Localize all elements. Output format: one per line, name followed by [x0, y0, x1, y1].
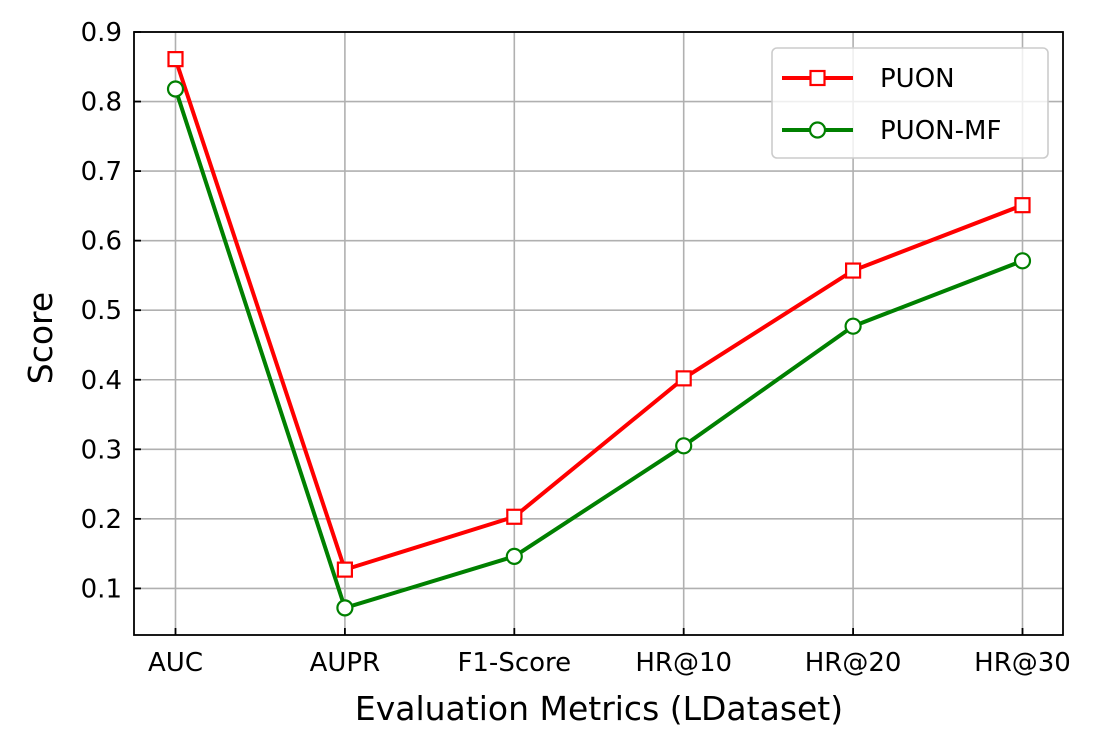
y-tick-label: 0.3	[81, 435, 122, 465]
legend-marker	[809, 69, 826, 87]
legend-entry-puon-mf: PUON-MF	[782, 116, 1001, 146]
data-point	[844, 262, 862, 279]
legend-entry-puon: PUON	[782, 64, 955, 94]
data-point	[675, 437, 693, 455]
y-tick-label: 0.2	[81, 505, 122, 535]
series-layer	[166, 51, 1032, 617]
x-tick-label: F1-Score	[457, 648, 571, 678]
data-point	[167, 51, 184, 68]
data-point	[675, 370, 692, 387]
y-tick-label: 0.8	[81, 88, 122, 118]
series-line	[173, 58, 1024, 572]
x-tick-label: HR@30	[974, 648, 1071, 678]
legend: PUON PUON-MF	[771, 47, 1049, 159]
ticks	[134, 31, 1024, 635]
x-tick-label: HR@10	[635, 648, 732, 678]
legend-label: PUON	[880, 64, 955, 94]
y-axis-title: Score	[21, 292, 60, 384]
data-point	[336, 599, 354, 617]
data-point	[336, 561, 353, 578]
y-tick-label: 0.7	[81, 157, 122, 187]
series-puon	[167, 51, 1031, 578]
y-tick-label: 0.5	[81, 296, 122, 326]
legend-marker	[808, 121, 827, 139]
data-point	[506, 508, 523, 525]
data-point	[505, 547, 523, 566]
y-tick-label: 0.4	[81, 366, 122, 396]
legend-label: PUON-MF	[880, 116, 1001, 146]
x-tick-label: AUPR	[310, 648, 381, 678]
x-tick-label: AUC	[148, 648, 203, 678]
series-line	[173, 88, 1024, 610]
data-point	[1013, 252, 1032, 270]
data-point	[166, 80, 185, 98]
y-tick-label: 0.6	[81, 227, 122, 257]
data-point	[844, 317, 862, 335]
y-tick-label: 0.1	[81, 574, 122, 604]
data-point	[1014, 197, 1031, 214]
x-axis-title: Evaluation Metrics (LDataset)	[355, 689, 843, 728]
x-tick-label: HR@20	[805, 648, 902, 678]
legend-items: PUON PUON-MF	[782, 64, 1001, 146]
y-tick-label: 0.9	[81, 18, 122, 48]
plot-frame	[133, 31, 1064, 636]
tick-labels: AUC AUPR F1-Score HR@10 HR@20 HR@30 0.1 0.2 0.3 0…	[81, 18, 1071, 678]
series-puon-mf	[166, 80, 1032, 617]
